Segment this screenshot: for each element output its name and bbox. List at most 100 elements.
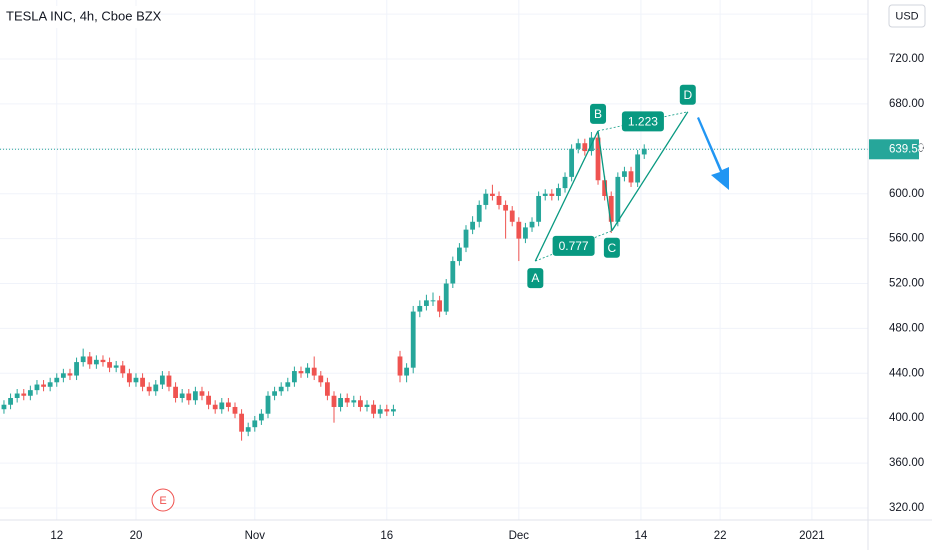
ratio-box [621, 111, 664, 132]
x-tick-label: 2021 [799, 530, 825, 542]
candle-body [417, 305, 423, 312]
candle-body [602, 180, 608, 196]
candle-body [542, 193, 548, 196]
candle-body [272, 391, 277, 396]
candle-body [424, 300, 429, 306]
candle-body [34, 384, 40, 391]
candle-body [41, 384, 46, 387]
candle-body [595, 137, 601, 181]
candle-body [536, 195, 542, 222]
candle-body [278, 386, 284, 392]
candle-body [47, 382, 53, 387]
candle-body [371, 404, 377, 414]
pattern-point-label: D [683, 88, 692, 102]
candles [0, 131, 868, 441]
candle-body [166, 375, 172, 387]
y-tick-label: 520.00 [889, 278, 924, 290]
candle-body [305, 367, 310, 374]
candle-body [80, 356, 86, 363]
candle-body [93, 359, 99, 365]
candle-body [14, 393, 20, 398]
candle-body [364, 404, 370, 407]
candle-body [219, 402, 225, 410]
candle-body [21, 393, 27, 396]
candle-body [569, 148, 575, 177]
candle-body [483, 193, 489, 205]
candle-body [298, 371, 304, 374]
candle-body [324, 382, 330, 396]
pattern-point-label: B [594, 107, 602, 121]
candle-body [608, 195, 614, 222]
candle-body [245, 427, 251, 432]
ratio-label: 0.777 [559, 239, 589, 253]
candle-body [318, 375, 324, 383]
candle-body [87, 356, 93, 365]
pattern-point-label: A [531, 271, 539, 285]
candle-body [562, 176, 568, 189]
candle-body [384, 409, 390, 412]
candle-body [232, 406, 238, 414]
y-tick-label: 480.00 [889, 322, 924, 334]
candle-body [206, 395, 211, 405]
candle-body [463, 229, 469, 248]
candle-body [437, 300, 443, 312]
candle-body [107, 362, 112, 368]
candle-body [8, 397, 13, 405]
pattern-point-label: C [608, 241, 617, 255]
x-tick-label: Dec [509, 530, 530, 542]
candle-body [179, 393, 185, 398]
currency: USD [895, 10, 918, 22]
ratio-box [552, 235, 595, 256]
candle-body [443, 283, 449, 312]
ratio-label: 1.223 [628, 115, 658, 129]
currency-button[interactable] [888, 4, 926, 28]
candle-body [344, 397, 350, 403]
candle-body [404, 367, 410, 376]
candle-body [159, 375, 165, 385]
candle-body [74, 362, 79, 376]
x-tick-label: 20 [130, 530, 143, 542]
chart-title: TESLA INC, 4h, Cboe BZX [6, 8, 162, 23]
candle-body [635, 154, 641, 183]
pattern-leg [611, 111, 689, 232]
candle-body [199, 391, 205, 396]
candle-body [140, 377, 145, 387]
candle-body [391, 409, 396, 412]
candle-body [291, 371, 297, 383]
candle-body [54, 377, 60, 383]
candle-body [120, 365, 126, 374]
y-tick-label: 320.00 [889, 502, 924, 514]
candle-body [549, 193, 555, 196]
candle-body [358, 400, 363, 407]
pattern: A B C D 0.777 1.223 [527, 84, 696, 289]
pattern-leg [534, 130, 599, 262]
candle-body [509, 210, 515, 222]
candle-body [622, 171, 627, 177]
candle-body [575, 143, 581, 149]
candle-body [503, 204, 509, 211]
candle-body [470, 221, 476, 230]
last-price-label: 639.58 [889, 143, 924, 155]
candle-body [212, 404, 218, 410]
candle-body [529, 221, 535, 228]
candle-body [173, 386, 178, 398]
candle-body [582, 143, 588, 152]
candle-body [331, 395, 337, 407]
candle-body [239, 413, 244, 432]
candle-body [523, 227, 528, 239]
candle-body [126, 373, 132, 383]
candle-body [258, 413, 264, 421]
event-marker[interactable] [151, 488, 175, 512]
candle-body [100, 359, 106, 363]
y-tick-label: 440.00 [889, 367, 924, 379]
forecast-arrow [697, 117, 729, 190]
candle-body [397, 356, 403, 376]
candle-body [113, 365, 119, 368]
candle-body [153, 384, 159, 392]
candle-body [430, 300, 436, 302]
x-tick-label: 22 [714, 530, 727, 542]
last-price-box [869, 139, 919, 160]
y-tick-label: 600.00 [889, 188, 924, 200]
